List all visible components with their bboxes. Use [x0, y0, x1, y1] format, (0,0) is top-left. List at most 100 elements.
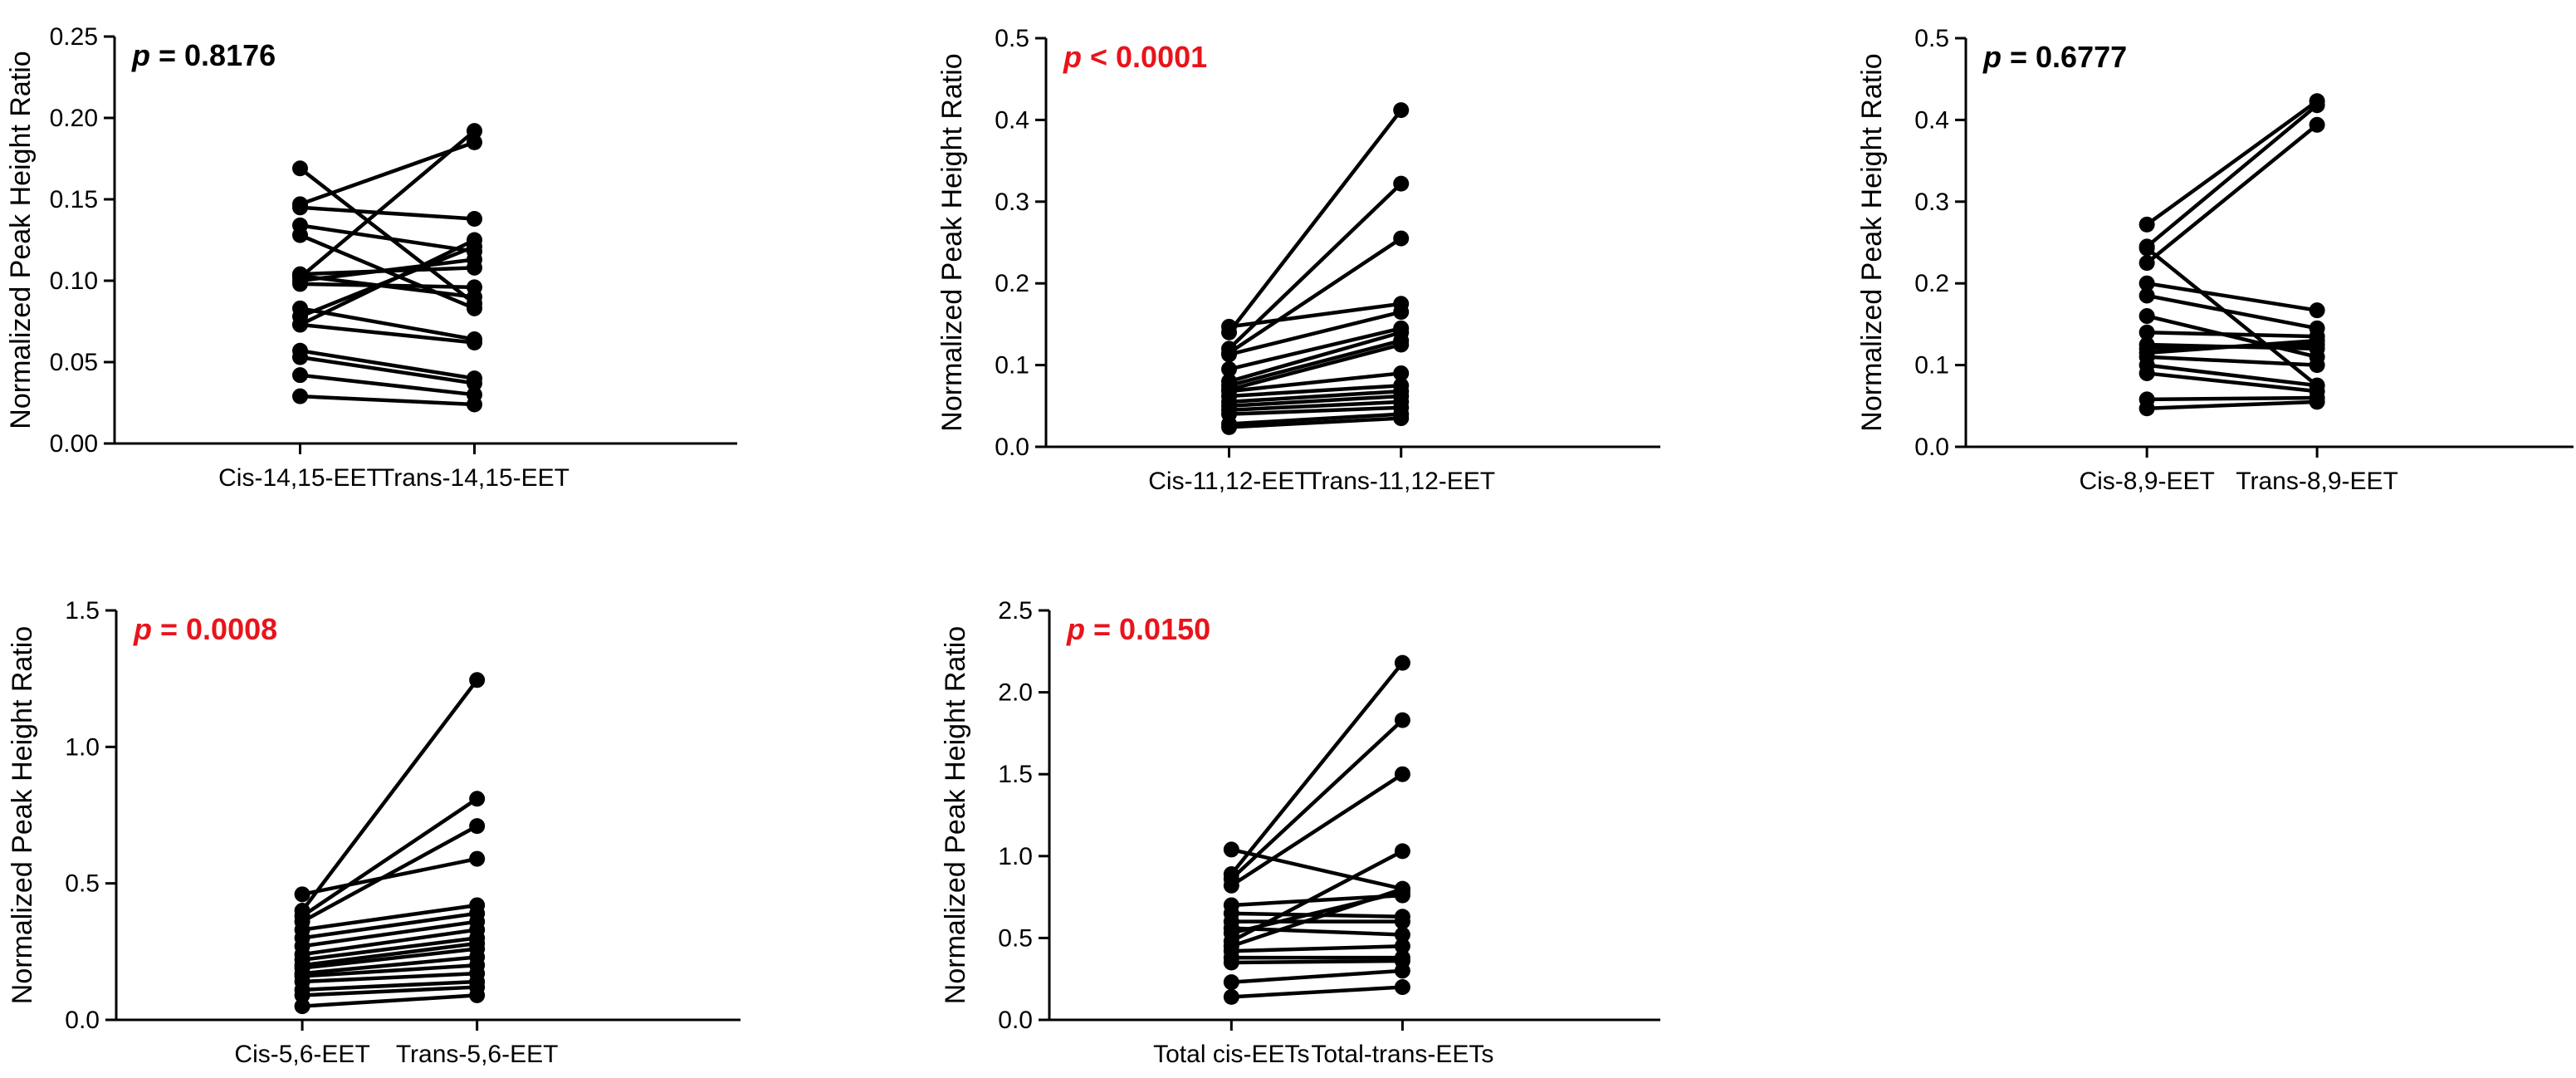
data-point-cis [2139, 324, 2155, 341]
y-tick-label: 0.5 [65, 870, 100, 898]
paired-line [1229, 399, 1401, 412]
data-point-trans [469, 850, 486, 867]
paired-line [301, 963, 477, 978]
paired-line [300, 306, 475, 341]
p-value-annotation: p < 0.0001 [1063, 40, 1207, 74]
x-tick-label: Total cis-EETs [1153, 1041, 1309, 1068]
data-point-trans [1393, 336, 1410, 353]
y-tick-label: 0.05 [50, 349, 98, 376]
data-point-cis [294, 998, 310, 1015]
paired-line [300, 373, 475, 397]
data-point-trans [467, 252, 482, 268]
p-value-text: = 0.0008 [152, 612, 277, 646]
y-tick-label: 0.10 [50, 267, 98, 295]
y-tick-label: 0.3 [995, 189, 1029, 216]
data-point-trans [2309, 116, 2325, 133]
paired-line [1231, 944, 1403, 953]
y-tick-label: 0.4 [1914, 106, 1949, 134]
p-value-text: = 0.8176 [150, 38, 276, 72]
p-value-annotation: p = 0.6777 [1982, 40, 2127, 74]
data-point-cis [1221, 324, 1238, 341]
data-point-trans [1394, 914, 1410, 930]
x-tick-label: Trans-5,6-EET [396, 1041, 559, 1068]
x-tick-label: Cis-14,15-EET [218, 464, 382, 492]
paired-line [300, 257, 475, 283]
y-axis-label: Normalized Peak Height Ratio [940, 626, 971, 1004]
y-tick-label: 2.0 [998, 679, 1033, 707]
data-point-trans [1394, 926, 1410, 943]
y-tick-label: 0.1 [1914, 352, 1949, 380]
paired-line [1231, 958, 1403, 965]
paired-line [2146, 371, 2318, 394]
p-value-symbol: p [1066, 612, 1085, 646]
y-tick-label: 1.0 [998, 843, 1033, 870]
paired-line [301, 947, 477, 970]
data-point-trans [2309, 394, 2325, 410]
data-point-trans [2309, 357, 2325, 374]
y-tick-label: 1.5 [65, 597, 100, 625]
paired-line [301, 824, 478, 924]
data-point-trans [467, 334, 482, 350]
x-tick-label: Cis-8,9-EET [2079, 468, 2214, 495]
paired-line [1229, 383, 1401, 399]
data-point-trans [1393, 102, 1410, 119]
paired-line [299, 140, 476, 207]
paired-line [301, 856, 478, 897]
y-tick-label: 0.5 [998, 924, 1033, 952]
y-tick-label: 0.1 [995, 352, 1029, 380]
data-point-trans [1393, 230, 1410, 247]
x-tick-label: Cis-11,12-EET [1148, 468, 1310, 495]
data-point-cis [1223, 841, 1239, 858]
paired-line [301, 941, 477, 968]
data-point-trans [467, 396, 482, 413]
y-tick-label: 0.0 [995, 434, 1029, 461]
p-value-text: < 0.0001 [1082, 40, 1207, 74]
paired-line [1228, 342, 1402, 392]
data-point-cis [292, 316, 308, 333]
data-point-trans [469, 672, 486, 688]
data-point-cis [2139, 275, 2155, 292]
data-point-trans [2309, 302, 2325, 319]
data-point-trans [1394, 938, 1410, 954]
paired-line [1229, 389, 1401, 404]
x-tick-label: Trans-14,15-EET [379, 464, 569, 492]
paired-line [1227, 182, 1403, 350]
paired-line [1228, 331, 1402, 384]
y-tick-label: 0.00 [50, 430, 98, 458]
y-tick-label: 1.0 [65, 733, 100, 761]
p-value-symbol: p [131, 38, 150, 72]
paired-line [1231, 968, 1403, 984]
y-tick-label: 0.5 [995, 25, 1029, 52]
paired-line [1230, 849, 1404, 943]
y-axis-label: Normalized Peak Height Ratio [936, 53, 968, 431]
data-point-trans [1393, 365, 1410, 381]
panel-cis-trans-11-12-eet: 0.0 0.1 0.2 0.3 0.4 0.5 Cis-11,12-EETTrans-11,… [936, 25, 1660, 495]
data-point-cis [292, 199, 308, 216]
data-point-trans [1393, 175, 1410, 192]
data-point-cis [294, 886, 310, 903]
paired-line [1229, 412, 1401, 426]
y-tick-label: 1.5 [998, 761, 1033, 788]
paired-line [1229, 416, 1401, 429]
data-point-trans [1394, 712, 1410, 728]
paired-line [301, 928, 477, 957]
paired-line [2146, 363, 2318, 388]
paired-line [299, 129, 476, 279]
data-point-trans [467, 123, 482, 140]
p-value-symbol: p [133, 612, 152, 646]
y-tick-label: 0.25 [50, 23, 98, 51]
data-point-cis [1223, 988, 1239, 1005]
data-point-cis [1223, 974, 1239, 991]
data-point-cis [2139, 287, 2155, 304]
p-value-annotation: p = 0.0008 [133, 612, 277, 646]
data-point-cis [2139, 400, 2155, 417]
data-point-trans [467, 134, 482, 150]
data-point-trans [467, 211, 482, 228]
y-tick-label: 0.2 [1914, 270, 1949, 297]
data-point-trans [2309, 332, 2325, 349]
x-tick-label: Trans-11,12-EET [1307, 468, 1495, 495]
paired-line [1229, 371, 1401, 394]
paired-line [300, 355, 475, 385]
paired-line [301, 955, 477, 976]
